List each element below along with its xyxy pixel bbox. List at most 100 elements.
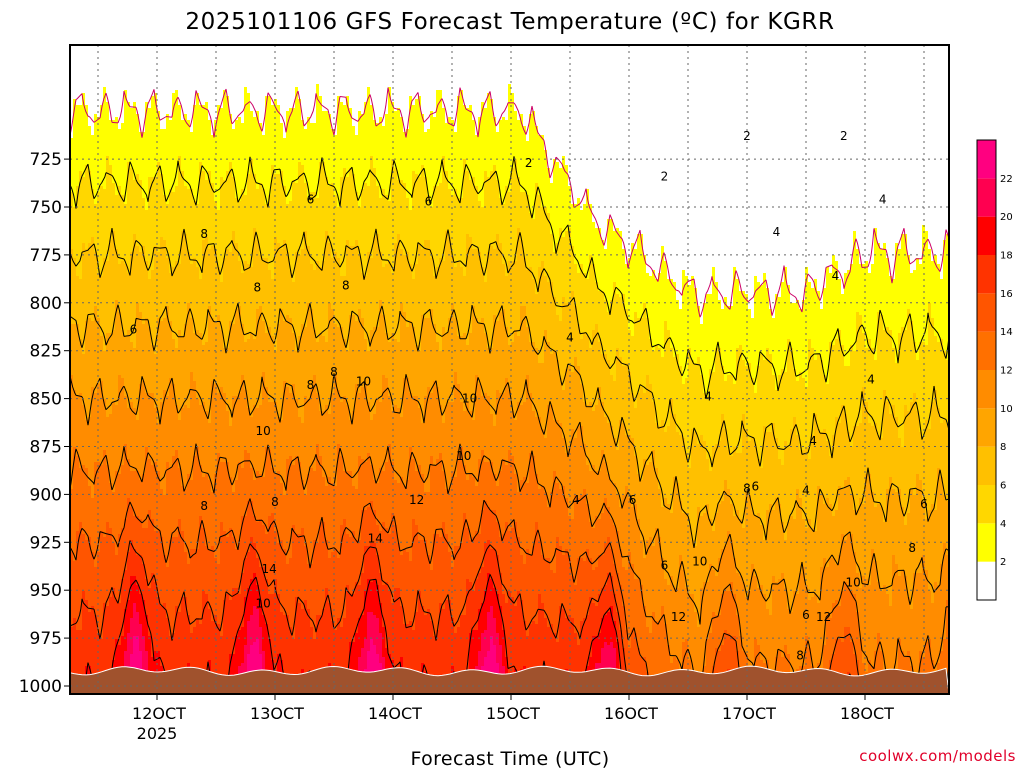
heatmap-cell [82,606,86,610]
heatmap-cell [94,369,98,373]
heatmap-cell [85,138,89,142]
heatmap-cell [118,162,122,166]
heatmap-cell [121,543,125,547]
heatmap-cell [88,384,92,388]
heatmap-cell [79,90,83,94]
heatmap-cell [121,240,125,244]
heatmap-cell [88,609,92,613]
heatmap-cell [97,156,101,160]
heatmap-cell [82,450,86,454]
heatmap-cell [73,639,77,643]
heatmap-cell [106,81,110,85]
heatmap-cell [88,327,92,331]
heatmap-cell [115,168,119,172]
heatmap-cell [76,564,80,568]
heatmap-cell [94,420,98,424]
heatmap-cell [76,603,80,607]
heatmap-cell [109,426,113,430]
heatmap-cell [79,558,83,562]
heatmap-cell [91,147,95,151]
heatmap-cell [79,63,83,67]
heatmap-cell [100,237,104,241]
heatmap-cell [115,192,119,196]
heatmap-cell [121,291,125,295]
heatmap-cell [112,117,116,121]
heatmap-cell [106,54,110,58]
heatmap-cell [121,654,125,658]
heatmap-cell [73,405,77,409]
heatmap-cell [118,561,122,565]
heatmap-cell [76,441,80,445]
heatmap-cell [115,663,119,667]
heatmap-cell [106,435,110,439]
heatmap-cell [97,84,101,88]
heatmap-cell [100,600,104,604]
heatmap-cell [121,273,125,277]
heatmap-cell [85,642,89,646]
heatmap-cell [118,519,122,523]
heatmap-cell [115,432,119,436]
heatmap-cell [106,501,110,505]
heatmap-cell [91,426,95,430]
heatmap-cell [94,306,98,310]
heatmap-cell [76,570,80,574]
heatmap-cell [82,279,86,283]
heatmap-cell [115,201,119,205]
heatmap-cell [88,201,92,205]
heatmap-cell [73,138,77,142]
heatmap-cell [85,591,89,595]
heatmap-cell [106,75,110,79]
heatmap-cell [73,582,77,586]
heatmap-cell [91,669,95,673]
heatmap-cell [121,420,125,424]
heatmap-cell [85,369,89,373]
heatmap-cell [91,351,95,355]
heatmap-cell [115,612,119,616]
heatmap-cell [88,468,92,472]
heatmap-cell [85,567,89,571]
heatmap-cell [115,618,119,622]
heatmap-cell [85,459,89,463]
heatmap-cell [91,366,95,370]
heatmap-cell [106,129,110,133]
heatmap-cell [100,609,104,613]
heatmap-cell [106,375,110,379]
heatmap-cell [115,270,119,274]
heatmap-cell [82,501,86,505]
heatmap-cell [94,330,98,334]
heatmap-cell [97,144,101,148]
heatmap-cell [121,366,125,370]
heatmap-cell [115,360,119,364]
heatmap-cell [112,438,116,442]
heatmap-cell [121,177,125,181]
heatmap-cell [100,405,104,409]
heatmap-cell [103,540,107,544]
heatmap-cell [91,105,95,109]
heatmap-cell [106,60,110,64]
heatmap-cell [73,657,77,661]
heatmap-cell [100,570,104,574]
heatmap-cell [85,576,89,580]
heatmap-cell [103,528,107,532]
heatmap-cell [121,477,125,481]
heatmap-cell [121,612,125,616]
heatmap-cell [124,141,128,145]
heatmap-cell [124,69,128,73]
heatmap-cell [76,165,80,169]
heatmap-cell [73,651,77,655]
heatmap-cell [115,654,119,658]
heatmap-cell [121,270,125,274]
heatmap-cell [115,609,119,613]
heatmap-cell [118,420,122,424]
heatmap-cell [73,564,77,568]
heatmap-cell [112,360,116,364]
heatmap-cell [100,447,104,451]
heatmap-cell [109,423,113,427]
heatmap-cell [115,627,119,631]
heatmap-cell [88,147,92,151]
heatmap-cell [97,642,101,646]
heatmap-cell [112,288,116,292]
heatmap-cell [100,288,104,292]
heatmap-cell [109,393,113,397]
heatmap-cell [97,66,101,70]
